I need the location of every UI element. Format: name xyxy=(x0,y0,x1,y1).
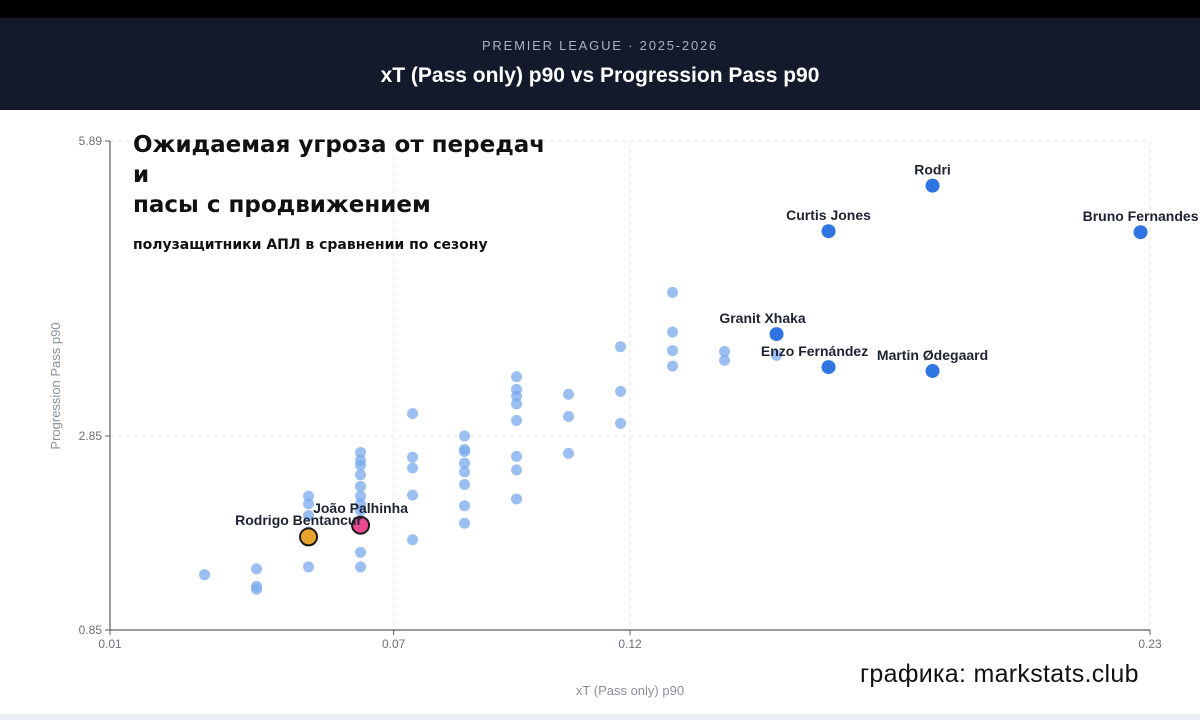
data-point xyxy=(459,517,471,529)
data-point xyxy=(407,534,419,546)
data-point xyxy=(355,480,367,492)
data-point xyxy=(407,451,419,463)
point-curtis-jones xyxy=(821,224,836,239)
point-bruno-fernandes xyxy=(1133,225,1148,240)
x-axis-label: xT (Pass only) p90 xyxy=(576,683,684,698)
chart-header: PREMIER LEAGUE · 2025-2026 xT (Pass only… xyxy=(0,18,1200,110)
data-point xyxy=(303,510,315,522)
data-point xyxy=(511,450,523,462)
data-point xyxy=(459,500,471,512)
data-point xyxy=(355,469,367,481)
data-point xyxy=(303,498,315,510)
data-point xyxy=(355,561,367,573)
point-rodri xyxy=(925,178,940,193)
data-point xyxy=(355,490,367,502)
annotation-subtitle: полузащитники АПЛ в сравнении по сезону xyxy=(133,237,488,253)
point-martin-degaard xyxy=(925,363,940,378)
x-tick-label: 0.12 xyxy=(618,637,642,651)
point-label: João Palhinha xyxy=(313,500,408,516)
credit-text: графика: markstats.club xyxy=(860,660,1139,688)
x-tick-label: 0.01 xyxy=(98,637,122,651)
data-point xyxy=(355,546,367,558)
data-point xyxy=(407,462,419,474)
data-point xyxy=(251,583,263,595)
data-point xyxy=(719,346,731,358)
data-point xyxy=(511,414,523,426)
point-label: Curtis Jones xyxy=(786,207,871,223)
data-point xyxy=(563,411,575,423)
y-tick-label: 2.85 xyxy=(79,429,103,443)
y-axis-label: Progression Pass p90 xyxy=(48,322,63,449)
point-label: Bruno Fernandes xyxy=(1083,208,1199,224)
data-point xyxy=(667,326,679,338)
data-point xyxy=(199,569,211,581)
data-point xyxy=(407,408,419,420)
y-tick-label: 5.89 xyxy=(79,134,103,148)
point-label: Martin Ødegaard xyxy=(877,347,988,363)
data-point xyxy=(407,489,419,501)
annotation-title-line-1: Ожидаемая угроза от передач xyxy=(133,132,545,158)
data-point xyxy=(303,561,315,573)
top-black-bar xyxy=(0,0,1200,18)
bottom-strip xyxy=(0,714,1200,720)
data-point xyxy=(667,286,679,298)
data-point xyxy=(459,430,471,442)
point-label: Rodrigo Bentancur xyxy=(235,512,362,528)
data-point xyxy=(719,354,731,366)
point-label: Rodri xyxy=(914,162,951,178)
chart-title: xT (Pass only) p90 vs Progression Pass p… xyxy=(380,64,820,87)
data-points xyxy=(199,178,1148,595)
data-point xyxy=(303,490,315,502)
data-point xyxy=(511,493,523,505)
data-point xyxy=(667,360,679,372)
data-point xyxy=(615,341,627,353)
data-point xyxy=(615,417,627,429)
x-tick-label: 0.23 xyxy=(1138,637,1162,651)
data-point xyxy=(511,398,523,410)
data-point xyxy=(667,345,679,357)
annotation-title-line-2: и xyxy=(133,162,149,188)
data-point xyxy=(563,388,575,400)
data-point xyxy=(459,445,471,457)
data-point xyxy=(511,371,523,383)
point-labels: Rodri Curtis Jones Bruno Fernandes Granit X… xyxy=(235,162,1199,528)
point-jo-o-palhinha xyxy=(351,515,371,535)
annotation-title-line-3: пасы с продвижением xyxy=(133,192,431,218)
data-point xyxy=(355,459,367,471)
data-point xyxy=(771,349,783,361)
grid-lines xyxy=(110,140,1151,630)
x-tick-label: 0.07 xyxy=(382,637,406,651)
data-point xyxy=(459,466,471,478)
tick-labels: 0.01 0.07 0.12 0.23 0.85 2.85 5.89 xyxy=(79,134,1162,651)
point-label: Enzo Fernández xyxy=(761,343,868,359)
point-rodrigo-bentancur xyxy=(299,527,319,547)
data-point xyxy=(355,505,367,517)
data-point xyxy=(459,457,471,469)
point-granit-xhaka xyxy=(769,327,784,342)
point-enzo-fern-ndez xyxy=(821,360,836,375)
data-point xyxy=(459,478,471,490)
data-point xyxy=(563,447,575,459)
point-label: Granit Xhaka xyxy=(719,310,806,326)
data-point xyxy=(511,390,523,402)
data-point xyxy=(355,446,367,458)
data-point xyxy=(511,464,523,476)
y-tick-label: 0.85 xyxy=(79,623,103,637)
league-season-kicker: PREMIER LEAGUE · 2025-2026 xyxy=(481,38,719,53)
data-point xyxy=(615,385,627,397)
data-point xyxy=(251,563,263,575)
